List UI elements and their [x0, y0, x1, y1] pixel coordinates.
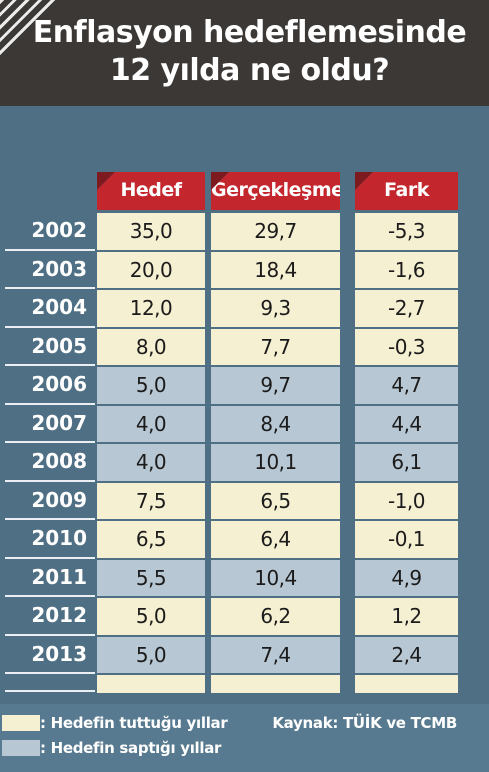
cell: 4,0 — [97, 405, 205, 442]
cell: 29,7 — [211, 213, 340, 250]
cell: 8,0 — [97, 328, 205, 365]
legend-band — [0, 704, 489, 772]
cell: 6,1 — [355, 444, 458, 481]
cell: -5,3 — [355, 213, 458, 250]
empty-row — [355, 675, 458, 693]
cell: 9,7 — [211, 367, 340, 404]
cell: 4,4 — [355, 405, 458, 442]
cell: 5,0 — [97, 367, 205, 404]
cell: 12,0 — [97, 290, 205, 327]
cell: 7,7 — [211, 328, 340, 365]
title: Enflasyon hedeflemesinde 12 yılda ne old… — [32, 15, 467, 88]
year-label: 2013 — [5, 636, 95, 674]
year-label: 2002 — [5, 212, 95, 251]
cell: 5,0 — [97, 636, 205, 673]
cell: 10,1 — [211, 444, 340, 481]
cell: 8,4 — [211, 405, 340, 442]
legend-label: : Hedefin saptığı yıllar — [40, 739, 222, 757]
cell: 6,4 — [211, 521, 340, 558]
cell: 6,2 — [211, 598, 340, 635]
year-label: 2009 — [5, 482, 95, 520]
legend-swatch — [2, 740, 40, 756]
cell: 18,4 — [211, 251, 340, 288]
legend-swatch — [2, 715, 40, 731]
cell: -1,0 — [355, 482, 458, 519]
cell: 5,0 — [97, 598, 205, 635]
cell: 20,0 — [97, 251, 205, 288]
column-header: Gerçekleşme — [211, 172, 340, 210]
cell: 10,4 — [211, 559, 340, 596]
header-band — [0, 0, 489, 106]
cell: 5,5 — [97, 559, 205, 596]
cell: 1,2 — [355, 598, 458, 635]
cell: 2,4 — [355, 636, 458, 673]
year-label: 2011 — [5, 559, 95, 597]
cell: 35,0 — [97, 213, 205, 250]
cell: 4,0 — [97, 444, 205, 481]
cell: -1,6 — [355, 251, 458, 288]
year-line — [5, 690, 95, 692]
year-label: 2012 — [5, 597, 95, 636]
year-label: 2008 — [5, 443, 95, 482]
cell: 6,5 — [97, 521, 205, 558]
cell: 6,5 — [211, 482, 340, 519]
year-label: 2010 — [5, 520, 95, 559]
cell: 4,9 — [355, 559, 458, 596]
cell: 7,4 — [211, 636, 340, 673]
source: Kaynak: TÜİK ve TCMB — [272, 714, 457, 732]
year-label: 2007 — [5, 405, 95, 443]
column-header: Fark — [355, 172, 458, 210]
year-label: 2003 — [5, 251, 95, 289]
cell: 7,5 — [97, 482, 205, 519]
year-label: 2004 — [5, 289, 95, 328]
cell: -2,7 — [355, 290, 458, 327]
cell: -0,1 — [355, 521, 458, 558]
cell: 4,7 — [355, 367, 458, 404]
cell: -0,3 — [355, 328, 458, 365]
column-header: Hedef — [97, 172, 205, 210]
legend-label: : Hedefin tuttuğu yıllar — [40, 714, 228, 732]
cell: 9,3 — [211, 290, 340, 327]
empty-row — [211, 675, 340, 693]
empty-row — [97, 675, 205, 693]
year-label: 2005 — [5, 328, 95, 366]
year-label: 2006 — [5, 366, 95, 405]
